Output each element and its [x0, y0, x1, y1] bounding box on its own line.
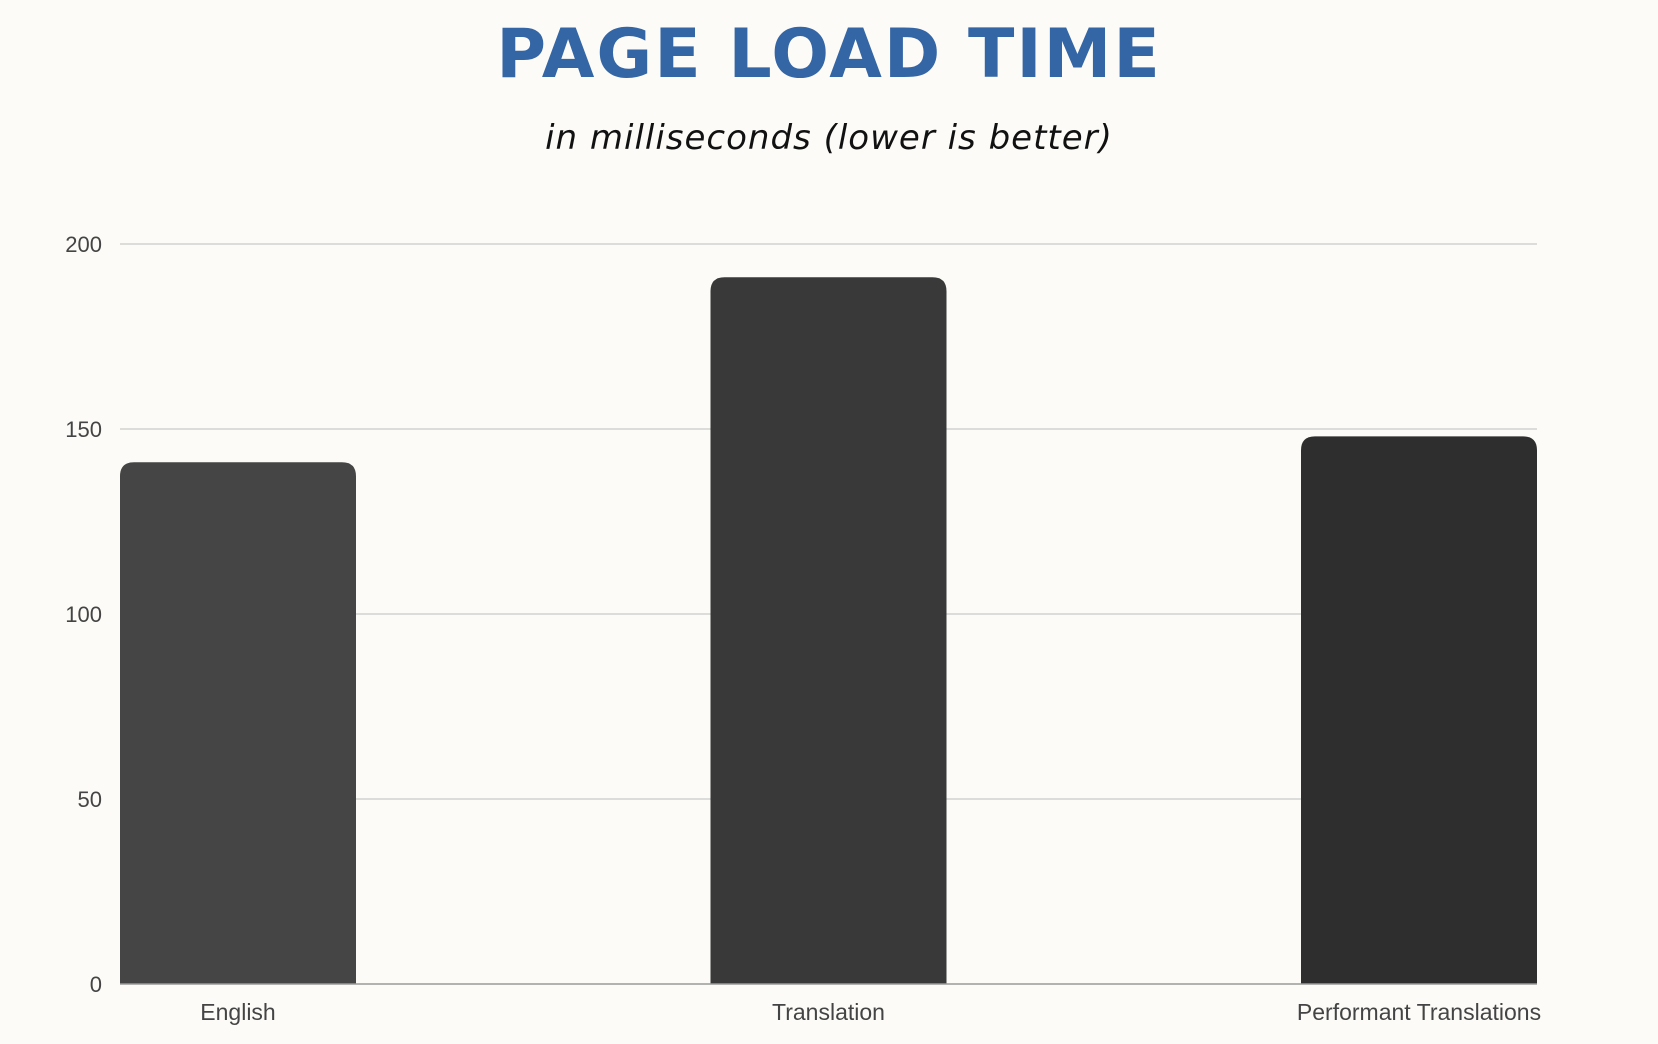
y-tick-label: 200 [65, 232, 102, 257]
chart-title: PAGE LOAD TIME [496, 15, 1162, 94]
chart-subtitle: in milliseconds (lower is better) [545, 118, 1113, 158]
y-tick-label: 100 [65, 602, 102, 627]
y-tick-label: 150 [65, 417, 102, 442]
y-tick-label: 50 [78, 787, 102, 812]
bars [120, 277, 1537, 984]
bar-translation [710, 277, 947, 984]
x-category-label: English [200, 999, 275, 1025]
y-axis-ticks: 0 50 100 150 200 [65, 232, 102, 997]
y-tick-label: 0 [90, 972, 102, 997]
x-axis-categories: English Translation Performant Translation… [200, 999, 1541, 1025]
x-category-label: Translation [772, 999, 885, 1025]
bar-performant-translations [1301, 436, 1537, 984]
x-category-label: Performant Translations [1297, 999, 1541, 1025]
bar-english [120, 462, 356, 984]
